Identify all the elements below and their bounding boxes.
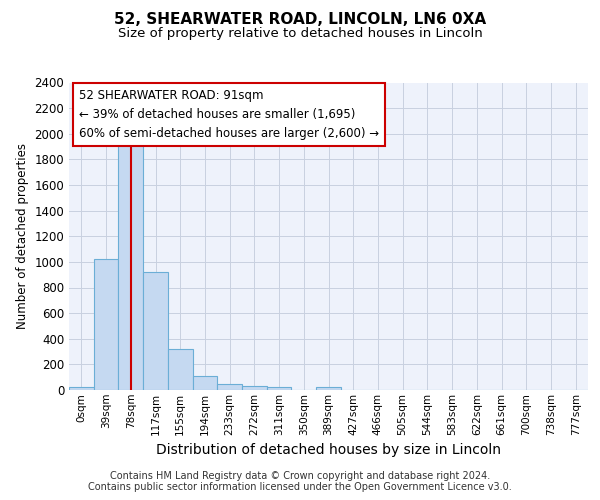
Bar (217, 384, 242, 390)
Bar (193, 376, 217, 390)
Bar (267, 388, 292, 390)
Y-axis label: Number of detached properties: Number of detached properties (16, 143, 29, 329)
Bar (94, 260, 118, 390)
Text: Size of property relative to detached houses in Lincoln: Size of property relative to detached ho… (118, 28, 482, 40)
Text: 52, SHEARWATER ROAD, LINCOLN, LN6 0XA: 52, SHEARWATER ROAD, LINCOLN, LN6 0XA (114, 12, 486, 28)
Bar (69, 388, 94, 390)
Bar (242, 386, 267, 390)
Text: 52 SHEARWATER ROAD: 91sqm
← 39% of detached houses are smaller (1,695)
60% of se: 52 SHEARWATER ROAD: 91sqm ← 39% of detac… (79, 88, 380, 140)
Text: Contains HM Land Registry data © Crown copyright and database right 2024.
Contai: Contains HM Land Registry data © Crown c… (88, 471, 512, 492)
Bar (168, 349, 193, 390)
Bar (118, 144, 143, 390)
Bar (143, 272, 168, 390)
X-axis label: Distribution of detached houses by size in Lincoln: Distribution of detached houses by size … (156, 443, 501, 457)
Bar (316, 388, 341, 390)
